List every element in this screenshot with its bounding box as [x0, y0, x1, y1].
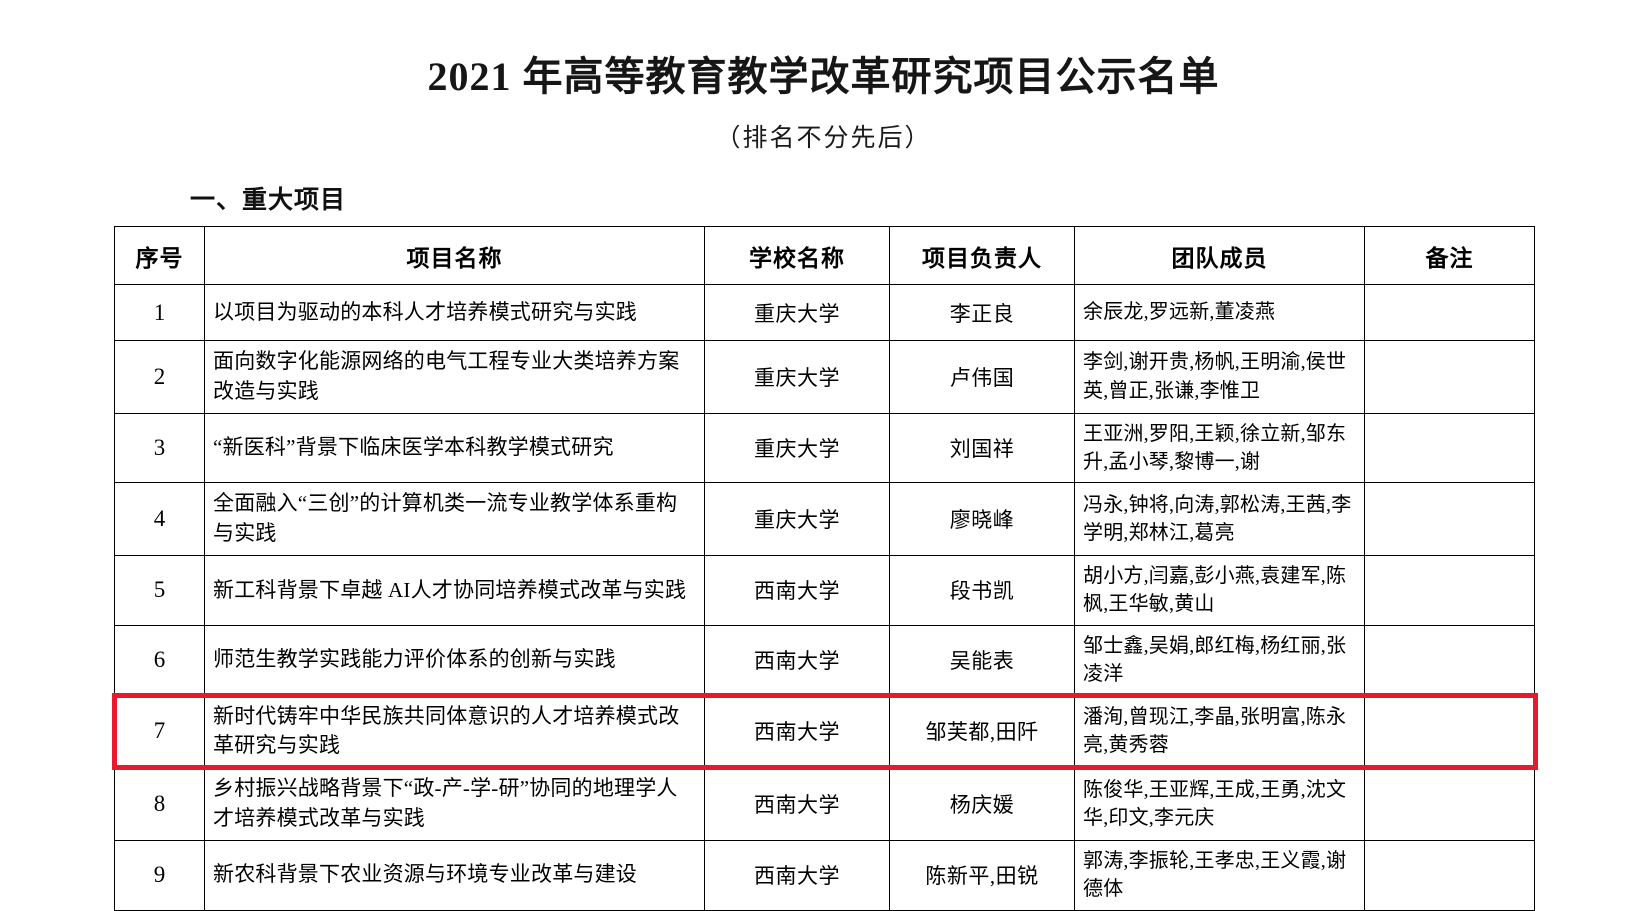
- cell-project: 新农科背景下农业资源与环境专业改革与建设: [204, 839, 705, 911]
- table-row: 5 新工科背景下卓越 AI人才协同培养模式改革与实践 西南大学 段书凯 胡小方,…: [114, 555, 1535, 626]
- cell-note: [1364, 482, 1535, 557]
- cell-project: 乡村振兴战略背景下“政-产-学-研”协同的地理学人才培养模式改革与实践: [204, 767, 705, 841]
- cell-team: 李剑,谢开贵,杨帆,王明渝,侯世英,曾正,张谦,李惟卫: [1074, 340, 1365, 414]
- cell-note: [1364, 694, 1535, 769]
- table-row: 1 以项目为驱动的本科人才培养模式研究与实践 重庆大学 李正良 余辰龙,罗远新,…: [114, 284, 1535, 341]
- table-row-highlighted: 7 新时代铸牢中华民族共同体意识的人才培养模式改革研究与实践 西南大学 邹芙都,…: [114, 694, 1535, 769]
- cell-team: 胡小方,闫嘉,彭小燕,袁建军,陈枫,王华敏,黄山: [1074, 555, 1365, 626]
- cell-school: 重庆大学: [704, 284, 890, 341]
- cell-index: 8: [114, 767, 205, 841]
- cell-team: 王亚洲,罗阳,王颖,徐立新,邹东升,孟小琴,黎博一,谢: [1074, 412, 1365, 484]
- cell-school: 重庆大学: [704, 412, 890, 484]
- cell-school: 重庆大学: [704, 482, 890, 557]
- cell-school: 西南大学: [704, 694, 890, 769]
- column-header-leader: 项目负责人: [889, 226, 1075, 285]
- cell-leader: 廖晓峰: [889, 482, 1075, 557]
- cell-leader: 吴能表: [889, 624, 1075, 696]
- table-container: 序号 项目名称 学校名称 项目负责人 团队成员 备注 1 以项目为驱动的本科人才…: [0, 226, 1538, 911]
- cell-project: 面向数字化能源网络的电气工程专业大类培养方案改造与实践: [204, 340, 705, 414]
- cell-project: “新医科”背景下临床医学本科教学模式研究: [204, 412, 705, 484]
- cell-school: 西南大学: [704, 839, 890, 911]
- cell-index: 5: [114, 555, 205, 626]
- cell-project: 新工科背景下卓越 AI人才协同培养模式改革与实践: [204, 555, 705, 626]
- table-header-row: 序号 项目名称 学校名称 项目负责人 团队成员 备注: [114, 226, 1535, 285]
- cell-team: 邹士鑫,吴娟,郎红梅,杨红丽,张凌洋: [1074, 624, 1365, 696]
- cell-school: 西南大学: [704, 624, 890, 696]
- cell-index: 6: [114, 624, 205, 696]
- table-row: 6 师范生教学实践能力评价体系的创新与实践 西南大学 吴能表 邹士鑫,吴娟,郎红…: [114, 624, 1535, 696]
- cell-index: 3: [114, 412, 205, 484]
- cell-note: [1364, 284, 1535, 341]
- table-row: 4 全面融入“三创”的计算机类一流专业教学体系重构与实践 重庆大学 廖晓峰 冯永…: [114, 482, 1535, 557]
- cell-index: 9: [114, 839, 205, 911]
- cell-leader: 段书凯: [889, 555, 1075, 626]
- column-header-school: 学校名称: [704, 226, 890, 285]
- table-row: 2 面向数字化能源网络的电气工程专业大类培养方案改造与实践 重庆大学 卢伟国 李…: [114, 340, 1535, 414]
- cell-leader: 刘国祥: [889, 412, 1075, 484]
- column-header-project: 项目名称: [204, 226, 705, 285]
- cell-leader: 邹芙都,田阡: [889, 694, 1075, 769]
- cell-note: [1364, 767, 1535, 841]
- column-header-team: 团队成员: [1074, 226, 1365, 285]
- cell-note: [1364, 340, 1535, 414]
- cell-school: 西南大学: [704, 555, 890, 626]
- section-heading: 一、重大项目: [190, 186, 347, 214]
- cell-note: [1364, 839, 1535, 911]
- cell-note: [1364, 412, 1535, 484]
- column-header-note: 备注: [1364, 226, 1535, 285]
- cell-project: 以项目为驱动的本科人才培养模式研究与实践: [204, 284, 705, 341]
- cell-index: 1: [114, 284, 205, 341]
- cell-leader: 卢伟国: [889, 340, 1075, 414]
- cell-team: 潘洵,曾现江,李晶,张明富,陈永亮,黄秀蓉: [1074, 694, 1365, 769]
- cell-project: 全面融入“三创”的计算机类一流专业教学体系重构与实践: [204, 482, 705, 557]
- projects-table: 序号 项目名称 学校名称 项目负责人 团队成员 备注 1 以项目为驱动的本科人才…: [114, 226, 1535, 911]
- table-row: 9 新农科背景下农业资源与环境专业改革与建设 西南大学 陈新平,田锐 郭涛,李振…: [114, 839, 1535, 911]
- cell-leader: 李正良: [889, 284, 1075, 341]
- cell-index: 7: [114, 694, 205, 769]
- page-title: 2021 年高等教育教学改革研究项目公示名单: [427, 54, 1220, 99]
- table-row: 3 “新医科”背景下临床医学本科教学模式研究 重庆大学 刘国祥 王亚洲,罗阳,王…: [114, 412, 1535, 484]
- cell-note: [1364, 555, 1535, 626]
- cell-project: 新时代铸牢中华民族共同体意识的人才培养模式改革研究与实践: [204, 694, 705, 769]
- page-subtitle: （排名不分先后）: [715, 125, 932, 152]
- cell-team: 冯永,钟将,向涛,郭松涛,王茜,李学明,郑林江,葛亮: [1074, 482, 1365, 557]
- cell-leader: 杨庆媛: [889, 767, 1075, 841]
- cell-team: 郭涛,李振轮,王孝忠,王义霞,谢德体: [1074, 839, 1365, 911]
- cell-index: 4: [114, 482, 205, 557]
- cell-school: 西南大学: [704, 767, 890, 841]
- cell-index: 2: [114, 340, 205, 414]
- cell-team: 余辰龙,罗远新,董凌燕: [1074, 284, 1365, 341]
- table-row: 8 乡村振兴战略背景下“政-产-学-研”协同的地理学人才培养模式改革与实践 西南…: [114, 767, 1535, 841]
- column-header-index: 序号: [114, 226, 205, 285]
- cell-leader: 陈新平,田锐: [889, 839, 1075, 911]
- cell-team: 陈俊华,王亚辉,王成,王勇,沈文华,印文,李元庆: [1074, 767, 1365, 841]
- cell-school: 重庆大学: [704, 340, 890, 414]
- cell-project: 师范生教学实践能力评价体系的创新与实践: [204, 624, 705, 696]
- cell-note: [1364, 624, 1535, 696]
